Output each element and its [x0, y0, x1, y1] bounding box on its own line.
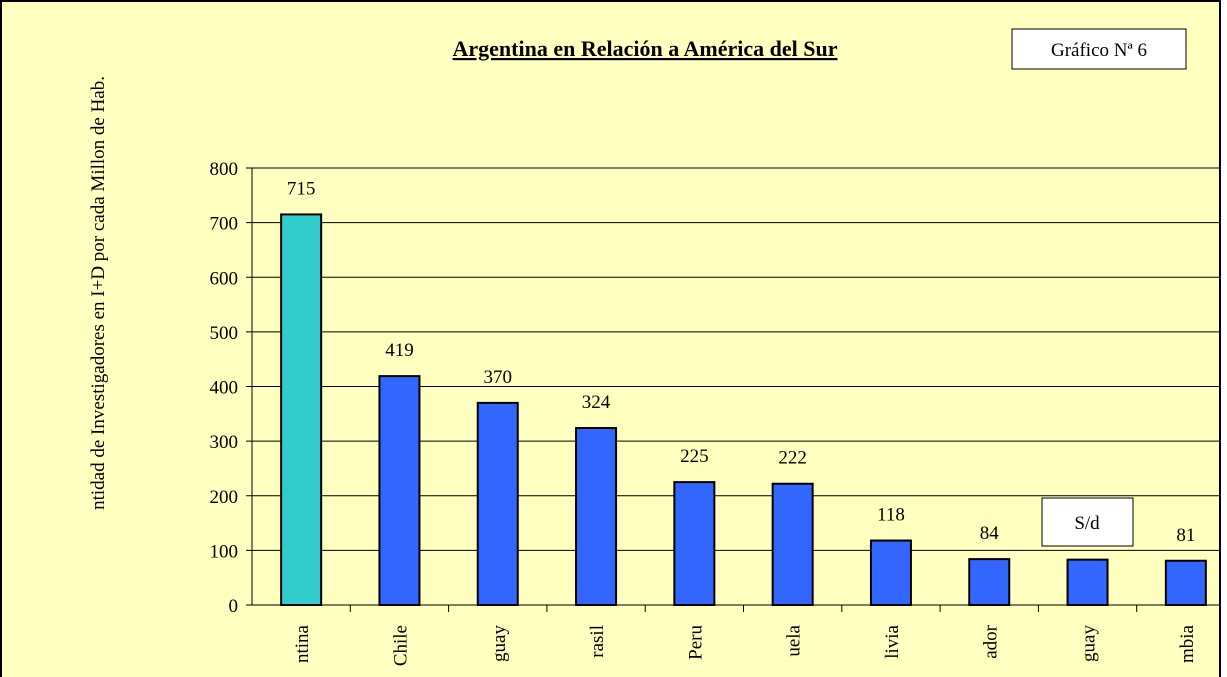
bar [673, 481, 716, 606]
x-tick-label: ntina [292, 624, 313, 663]
bar [575, 427, 618, 607]
y-tick-label: 600 [210, 268, 239, 289]
data-label: 419 [385, 340, 414, 361]
y-tick-label: 400 [210, 378, 239, 399]
data-label: 222 [778, 448, 807, 469]
badge: Gráfico Nª 6 [1051, 40, 1147, 61]
bar [1066, 558, 1109, 607]
x-tick-label: rasil [587, 625, 608, 658]
y-tick-label: 700 [210, 214, 239, 235]
data-label: 715 [287, 178, 316, 199]
badge-box [1011, 28, 1187, 70]
data-label: 81 [1176, 525, 1195, 546]
chart-title: Argentina en Relación a América del Sur [453, 36, 838, 61]
y-axis-label: ntidad de Investigadores en I+D por cada… [88, 76, 109, 510]
x-tick-label: mbia [1177, 624, 1198, 663]
x-tick-label: Chile [390, 625, 411, 666]
annotation-box [1041, 497, 1134, 547]
x-tick-label: guay [1079, 625, 1100, 662]
bar [869, 539, 912, 606]
annotation: S/d [1074, 513, 1100, 534]
y-tick-label: 300 [210, 432, 239, 453]
x-tick-label: uela [784, 624, 805, 656]
data-label: 118 [877, 505, 905, 526]
bar [968, 558, 1011, 606]
bar [476, 401, 519, 607]
data-label: 84 [980, 523, 1000, 544]
x-tick-label: Peru [685, 625, 706, 660]
y-tick-label: 800 [210, 159, 239, 180]
bar [280, 213, 323, 606]
bar [1164, 559, 1207, 606]
x-tick-label: livia [882, 624, 903, 658]
y-tick-label: 0 [229, 596, 239, 617]
y-tick-label: 500 [210, 323, 239, 344]
y-tick-label: 200 [210, 487, 239, 508]
x-tick-label: guay [489, 625, 510, 662]
data-label: 370 [484, 367, 513, 388]
bar [378, 375, 421, 606]
data-label: 225 [680, 446, 709, 467]
x-tick-label: ador [980, 624, 1001, 658]
bar [771, 482, 814, 607]
data-label: 324 [582, 392, 611, 413]
y-tick-label: 100 [210, 541, 239, 562]
